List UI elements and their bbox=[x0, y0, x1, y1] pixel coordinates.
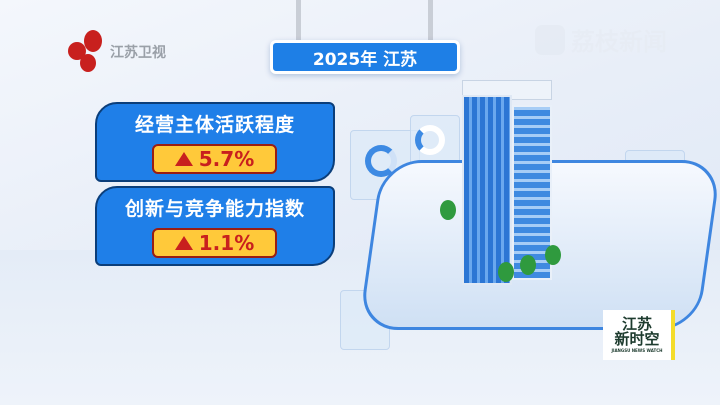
channel-logo-mark bbox=[66, 30, 106, 74]
program-logo-line1: 江苏 bbox=[621, 315, 652, 333]
metric-card-innovation-index: 创新与竞争能力指数 1.1% bbox=[95, 186, 335, 266]
up-arrow-icon bbox=[174, 152, 193, 166]
tree-icon bbox=[440, 200, 456, 220]
watermark-icon bbox=[535, 24, 565, 55]
metric-badge: 1.1% bbox=[152, 228, 277, 258]
title-sign: 2025年 江苏 bbox=[270, 40, 460, 74]
program-logo-subtitle: JIANGSU NEWS WATCH bbox=[611, 348, 663, 353]
sign-hanger bbox=[428, 0, 433, 42]
donut-chart-icon bbox=[415, 125, 445, 155]
building bbox=[462, 95, 512, 285]
metric-label: 经营主体活跃程度 bbox=[134, 114, 295, 136]
tree-icon bbox=[545, 245, 561, 265]
watermark: 荔枝新闻 bbox=[535, 22, 667, 57]
donut-chart-icon bbox=[365, 145, 397, 177]
sign-hanger bbox=[296, 0, 301, 42]
channel-logo-text: 江苏卫视 bbox=[110, 45, 166, 61]
tree-icon bbox=[498, 262, 514, 282]
metric-badge: 5.7% bbox=[152, 144, 277, 174]
up-arrow-icon bbox=[174, 236, 193, 250]
metric-value: 1.1% bbox=[198, 231, 255, 255]
metric-label: 创新与竞争能力指数 bbox=[124, 198, 305, 220]
channel-logo: 江苏卫视 bbox=[66, 30, 166, 74]
metric-value: 5.7% bbox=[198, 147, 255, 171]
program-logo: 江苏 新时空 JIANGSU NEWS WATCH bbox=[603, 310, 675, 360]
program-logo-line2: 新时空 bbox=[614, 330, 660, 348]
metric-card-business-activity: 经营主体活跃程度 5.7% bbox=[95, 102, 335, 182]
watermark-text: 荔枝新闻 bbox=[571, 28, 667, 56]
tree-icon bbox=[520, 255, 536, 275]
